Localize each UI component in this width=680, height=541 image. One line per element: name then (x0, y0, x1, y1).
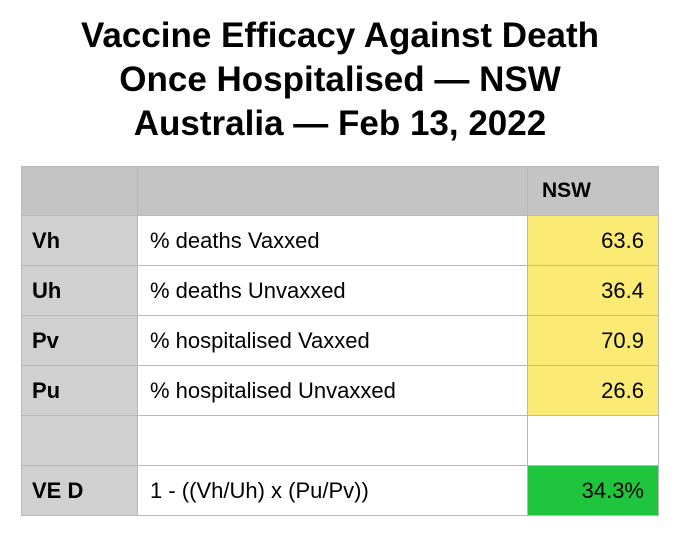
table-row: Vh % deaths Vaxxed 63.6 (21, 215, 659, 266)
result-formula-cell[interactable]: 1 - ((Vh/Uh) x (Pu/Pv)) (137, 465, 528, 516)
title-line-3: Australia — Feb 13, 2022 (133, 104, 547, 143)
row-code-cell[interactable]: Uh (21, 265, 138, 316)
result-code-cell[interactable]: VE D (21, 465, 138, 516)
header-cell-code[interactable] (21, 166, 138, 216)
result-value-cell[interactable]: 34.3% (527, 465, 659, 516)
row-code-cell[interactable]: Pu (21, 365, 138, 416)
header-cell-description[interactable] (137, 166, 528, 216)
table-row-empty (21, 415, 659, 466)
row-description-cell[interactable] (137, 415, 528, 466)
row-value-cell[interactable]: 26.6 (527, 365, 659, 416)
row-value-cell[interactable]: 36.4 (527, 265, 659, 316)
row-value-cell[interactable] (527, 415, 659, 466)
table-row: Pv % hospitalised Vaxxed 70.9 (21, 315, 659, 366)
efficacy-table: NSW Vh % deaths Vaxxed 63.6 Uh % deaths … (21, 166, 659, 516)
title-line-2: Once Hospitalised — NSW (119, 60, 561, 99)
table-header-row: NSW (21, 166, 659, 216)
row-value-cell[interactable]: 70.9 (527, 315, 659, 366)
row-code-cell[interactable]: Pv (21, 315, 138, 366)
row-code-cell[interactable]: Vh (21, 215, 138, 266)
row-description-cell[interactable]: % hospitalised Vaxxed (137, 315, 528, 366)
table-row: Pu % hospitalised Unvaxxed 26.6 (21, 365, 659, 416)
row-description-cell[interactable]: % deaths Unvaxxed (137, 265, 528, 316)
row-value-cell[interactable]: 63.6 (527, 215, 659, 266)
title-line-1: Vaccine Efficacy Against Death (80, 16, 600, 55)
row-description-cell[interactable]: % deaths Vaxxed (137, 215, 528, 266)
table-row: Uh % deaths Unvaxxed 36.4 (21, 265, 659, 316)
header-cell-nsw[interactable]: NSW (527, 166, 659, 216)
row-description-cell[interactable]: % hospitalised Unvaxxed (137, 365, 528, 416)
table-row-result: VE D 1 - ((Vh/Uh) x (Pu/Pv)) 34.3% (21, 465, 659, 516)
page-title: Vaccine Efficacy Against Death Once Hosp… (0, 14, 680, 146)
row-code-cell[interactable] (21, 415, 138, 466)
